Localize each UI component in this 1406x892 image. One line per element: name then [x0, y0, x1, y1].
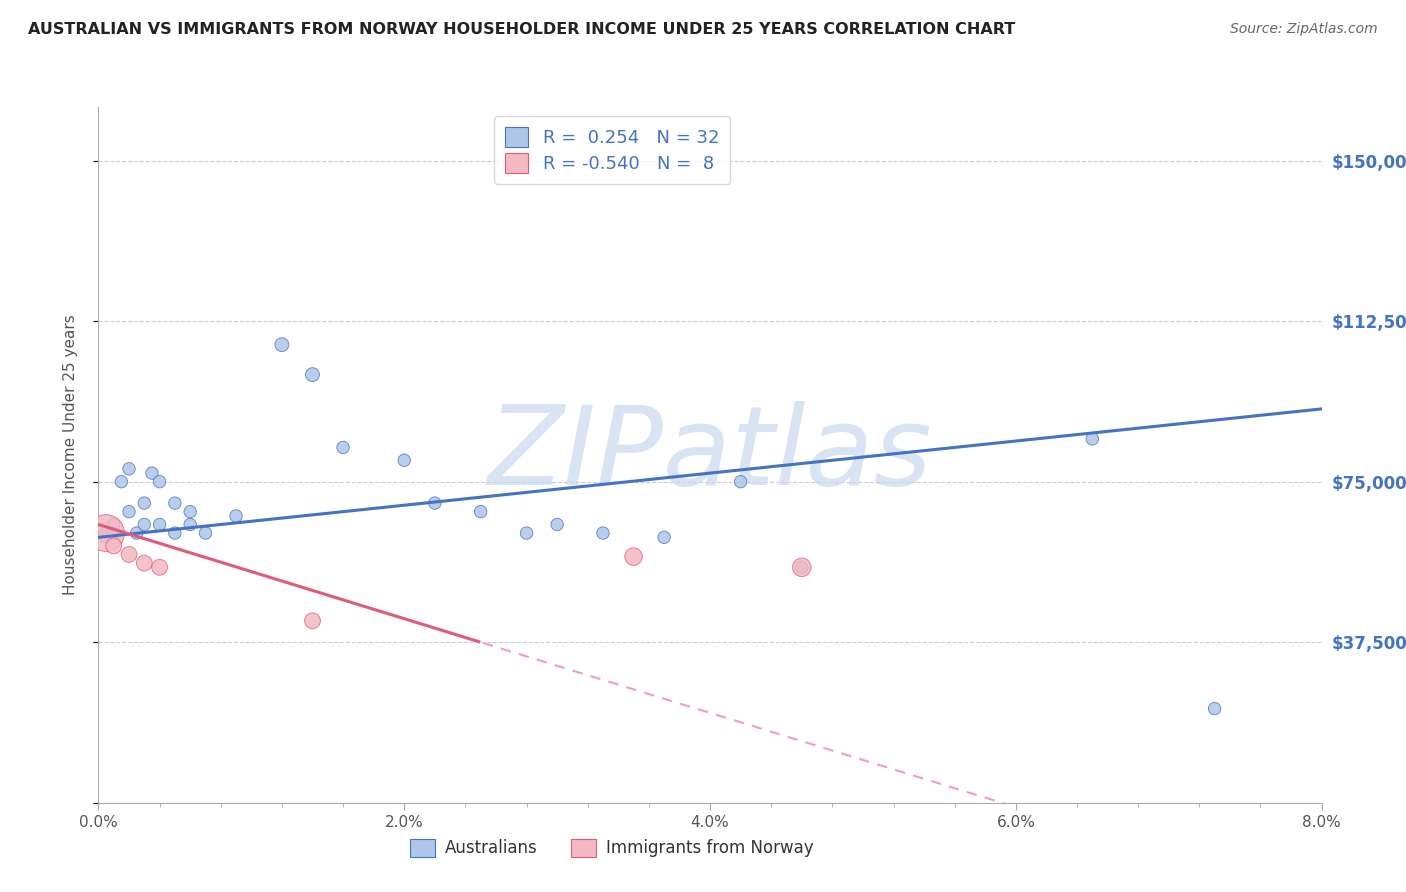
- Point: [652, 530, 675, 544]
- Point: [94, 528, 117, 542]
- Point: [103, 539, 125, 553]
- Point: [125, 526, 148, 541]
- Point: [163, 496, 186, 510]
- Y-axis label: Householder Income Under 25 years: Householder Income Under 25 years: [63, 315, 77, 595]
- Point: [301, 368, 323, 382]
- Point: [103, 526, 125, 541]
- Point: [134, 556, 156, 570]
- Point: [470, 505, 492, 519]
- Point: [301, 614, 323, 628]
- Point: [592, 526, 614, 541]
- Point: [423, 496, 446, 510]
- Point: [94, 526, 117, 541]
- Point: [118, 505, 141, 519]
- Point: [790, 560, 813, 574]
- Point: [194, 526, 217, 541]
- Point: [392, 453, 416, 467]
- Text: AUSTRALIAN VS IMMIGRANTS FROM NORWAY HOUSEHOLDER INCOME UNDER 25 YEARS CORRELATI: AUSTRALIAN VS IMMIGRANTS FROM NORWAY HOU…: [28, 22, 1015, 37]
- Point: [134, 517, 156, 532]
- Point: [141, 466, 163, 480]
- Point: [1204, 701, 1226, 715]
- Point: [118, 462, 141, 476]
- Point: [730, 475, 752, 489]
- Text: Source: ZipAtlas.com: Source: ZipAtlas.com: [1230, 22, 1378, 37]
- Point: [225, 508, 247, 523]
- Point: [149, 517, 172, 532]
- Point: [103, 517, 125, 532]
- Point: [179, 517, 201, 532]
- Text: ZIPatlas: ZIPatlas: [488, 401, 932, 508]
- Point: [179, 505, 201, 519]
- Legend: Australians, Immigrants from Norway: Australians, Immigrants from Norway: [404, 832, 821, 864]
- Point: [1081, 432, 1104, 446]
- Point: [790, 560, 813, 574]
- Point: [149, 560, 172, 574]
- Point: [118, 548, 141, 562]
- Point: [163, 526, 186, 541]
- Point: [546, 517, 568, 532]
- Point: [270, 337, 294, 351]
- Point: [332, 441, 354, 455]
- Point: [623, 549, 645, 564]
- Point: [149, 475, 172, 489]
- Point: [516, 526, 538, 541]
- Point: [110, 475, 132, 489]
- Point: [134, 496, 156, 510]
